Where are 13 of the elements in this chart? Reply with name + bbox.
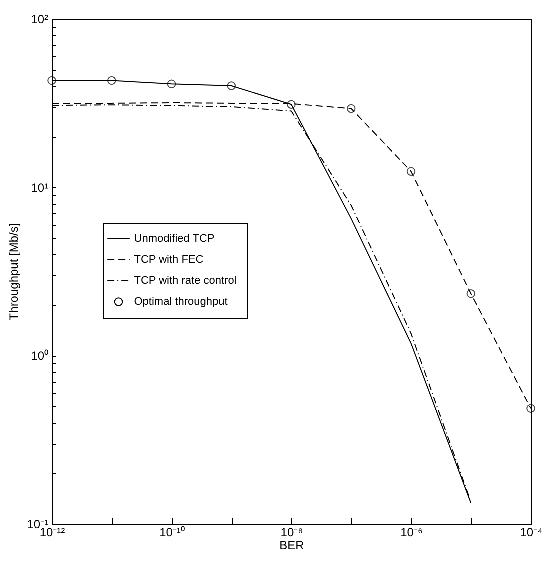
- y-axis-title: Throughput [Mb/s]: [7, 223, 22, 321]
- legend-label: TCP with rate control: [134, 275, 237, 288]
- x-tick-label: 10⁻⁴: [520, 526, 542, 540]
- legend-label: Unmodified TCP: [134, 233, 215, 246]
- y-tick-label: 10²: [31, 12, 49, 26]
- x-axis-title: BER: [280, 538, 305, 552]
- legend-label: Optimal throughput: [134, 296, 228, 308]
- x-tick-label: 10⁻⁸: [280, 526, 304, 540]
- x-tick-label: 10⁻¹⁰: [160, 526, 185, 540]
- x-tick-label: 10⁻⁶: [400, 526, 423, 540]
- y-tick-label: 10⁰: [31, 349, 48, 364]
- y-tick-label: 10¹: [31, 180, 49, 195]
- legend-label: TCP with FEC: [134, 254, 204, 266]
